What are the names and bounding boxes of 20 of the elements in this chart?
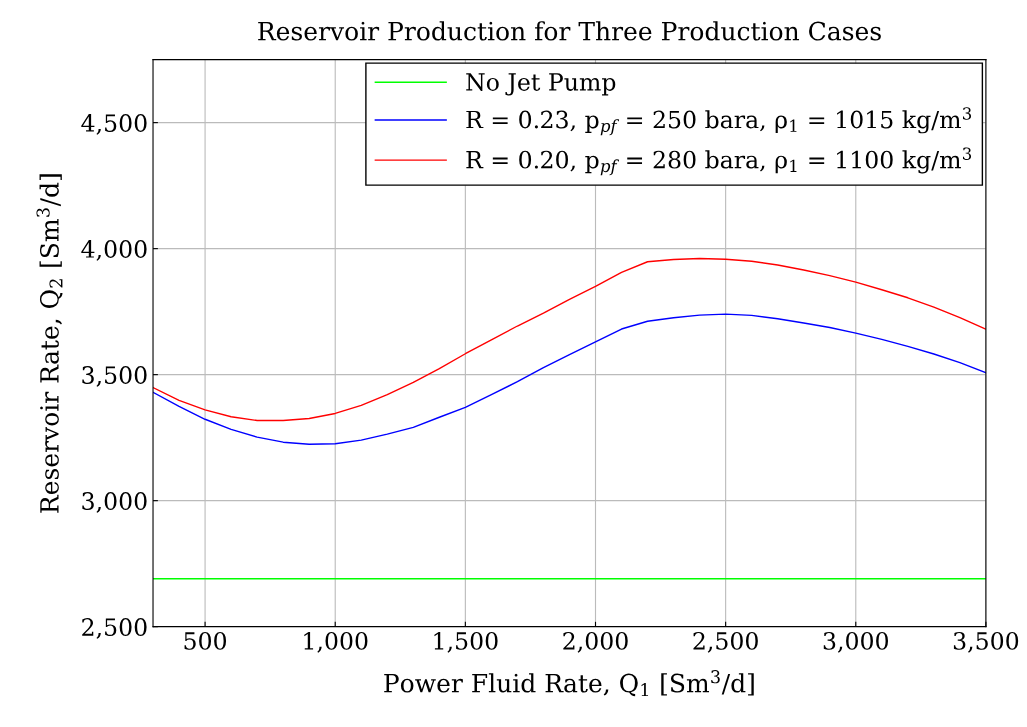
legend-label: R = 0.23, p$_{pf}$ = 250 bara, ρ$_{1}$ = 1015 kg/m$^{3}$ [466,107,972,136]
y-tick-label: 4,500 [81,114,147,135]
x-tick-label: 3,500 [953,631,1019,653]
x-tick-label: 2,000 [563,631,628,653]
y-tick-label: 3,000 [82,492,147,513]
legend-label: R = 0.20, p$_{pf}$ = 280 bara, ρ$_{1}$ = 1100 kg/m$^{3}$ [466,147,972,176]
y-tick-label: 3,500 [82,366,147,387]
x-tick-label: 3,000 [823,631,889,653]
x-tick-label: 500 [184,631,227,650]
x-tick-label: 2,500 [693,631,758,653]
y-axis-title: Reservoir Rate, Q$_{2}$ [Sm$^{3}$/d] [36,174,63,513]
legend-label: No Jet Pump [466,73,616,96]
line-series [153,313,986,445]
y-tick-label: 2,500 [82,618,147,639]
y-tick-label: 4,000 [81,240,147,261]
x-tick-label: 1,000 [304,631,368,653]
x-axis-title: Power Fluid Rate, Q$_{1}$ [Sm$^{3}$/d] [384,670,754,697]
chart-title: Reservoir Production for Three Production Cases [258,21,881,41]
line-series [153,257,986,422]
x-tick-label: 1,500 [434,631,498,653]
